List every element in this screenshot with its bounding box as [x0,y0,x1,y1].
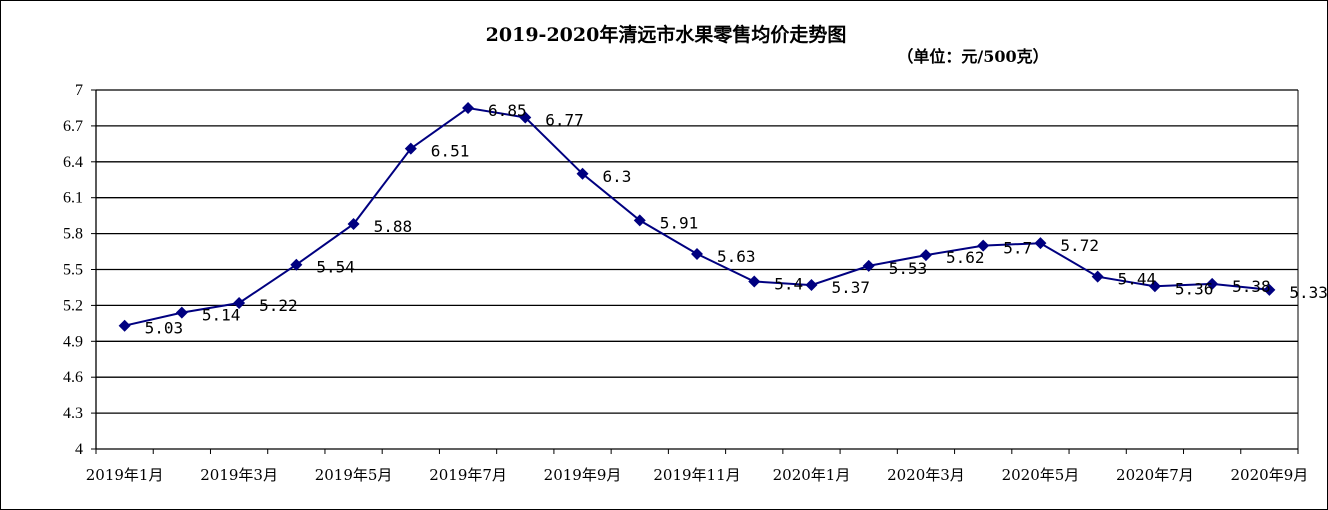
data-label: 5.14 [202,306,241,325]
y-tick-label: 4.6 [63,369,83,386]
data-point-marker [1263,283,1276,296]
x-tick-label: 2020年7月 [1116,466,1194,484]
data-point-marker [576,167,589,180]
x-tick-label: 2019年7月 [429,466,507,484]
y-tick-label: 6.4 [63,154,83,171]
data-point-marker [1148,280,1161,293]
y-tick-label: 4.9 [63,333,83,350]
y-tick-label: 5.5 [63,262,83,279]
data-label: 5.36 [1175,279,1214,298]
chart-title: 2019-2020年清远市水果零售均价走势图 [486,23,847,46]
chart-subtitle: （单位：元/500克） [897,47,1048,66]
y-axis: 4 4.3 4.6 4.9 5.2 5.5 5.8 6.1 6.4 6.7 7 [63,82,97,458]
data-point-marker [462,101,475,114]
data-point-marker [175,306,188,319]
data-label: 6.77 [545,111,584,130]
y-tick-label: 5.8 [63,226,83,243]
x-axis: 2019年1月 2019年3月 2019年5月 2019年7月 2019年9月 2019年… [86,448,1309,484]
data-point-marker [633,214,646,227]
series-line [118,101,1276,332]
x-tick-label: 2019年3月 [200,466,278,484]
data-label: 5.91 [660,213,699,232]
data-labels: 5.03 5.14 5.22 5.54 5.88 6.51 6.85 6.77 6.3 5.91 5… [145,101,1327,338]
data-label: 5.38 [1232,277,1271,296]
data-label: 5.53 [889,259,928,278]
y-tick-label: 6.1 [63,190,83,207]
data-point-marker [805,279,818,292]
data-point-marker [748,275,761,288]
data-label: 5.33 [1289,283,1327,302]
data-point-marker [1034,237,1047,250]
y-tick-label: 6.7 [63,118,83,135]
data-label: 5.88 [374,217,413,236]
data-label: 5.72 [1060,236,1099,255]
data-label: 5.62 [946,248,985,267]
data-point-marker [691,247,703,260]
y-tick-label: 5.2 [63,297,83,314]
data-label: 5.63 [717,247,756,266]
x-tick-label: 2019年5月 [315,466,393,484]
x-tick-label: 2020年9月 [1231,466,1309,484]
x-tick-label: 2020年5月 [1002,466,1080,484]
data-label: 5.7 [1003,239,1032,258]
y-tick-label: 4.3 [63,405,83,422]
data-label: 5.37 [831,278,870,297]
data-label: 6.85 [488,101,527,120]
data-label: 5.54 [316,258,355,277]
data-point-marker [1206,277,1219,290]
data-label: 6.3 [603,167,632,186]
data-point-marker [233,297,246,310]
data-point-marker [118,319,131,332]
gridlines [96,89,1299,449]
data-point-marker [347,218,360,231]
data-label: 5.22 [259,296,298,315]
data-label: 5.4 [774,274,803,293]
y-tick-label: 7 [75,82,83,99]
data-point-marker [290,258,303,271]
x-tick-label: 2019年11月 [653,466,740,484]
data-point-marker [519,111,532,124]
data-point-marker [1091,270,1104,283]
data-point-marker [862,259,875,272]
x-tick-label: 2019年1月 [86,466,164,484]
data-label: 5.03 [145,319,184,338]
x-tick-label: 2020年3月 [887,466,965,484]
x-tick-label: 2020年1月 [773,466,851,484]
data-point-marker [404,142,417,155]
data-point-marker [919,249,932,262]
data-point-marker [977,239,990,252]
y-tick-label: 4 [75,441,83,458]
data-label: 6.51 [431,142,470,161]
x-tick-label: 2019年9月 [544,466,622,484]
data-label: 5.44 [1118,270,1157,289]
